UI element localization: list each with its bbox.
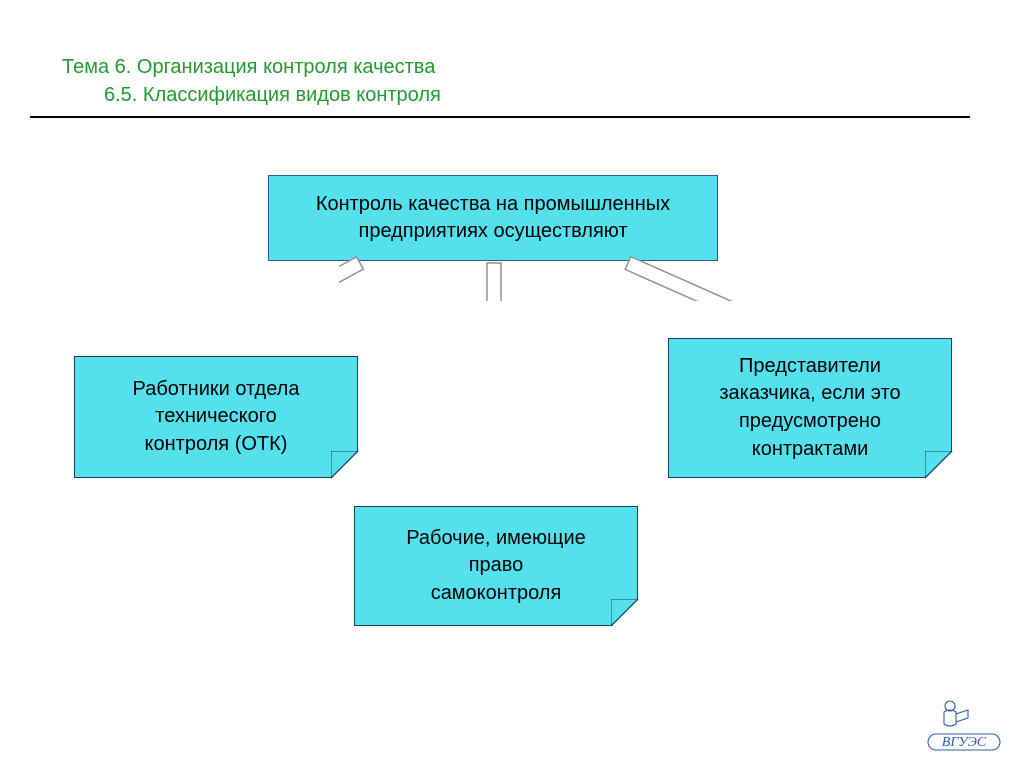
leaf-node-left-text: Работники отделатехническогоконтроля (ОТ… bbox=[133, 376, 300, 459]
header-underline bbox=[30, 116, 970, 118]
leaf-node-right: Представителизаказчика, если этопредусмо… bbox=[668, 338, 952, 478]
org-logo: ВГУЭС bbox=[924, 692, 1004, 752]
title-line-1: Тема 6. Организация контроля качества bbox=[62, 56, 435, 79]
leaf-node-right-text: Представителизаказчика, если этопредусмо… bbox=[719, 353, 900, 463]
org-logo-text: ВГУЭС bbox=[942, 735, 987, 750]
leaf-node-center: Рабочие, имеющиеправосамоконтроля bbox=[354, 506, 638, 626]
leaf-node-center-text: Рабочие, имеющиеправосамоконтроля bbox=[406, 525, 586, 608]
arrow-to-right-node bbox=[607, 225, 824, 301]
leaf-node-left: Работники отделатехническогоконтроля (ОТ… bbox=[74, 356, 358, 478]
title-line-2: 6.5. Классификация видов контроля bbox=[104, 84, 441, 107]
